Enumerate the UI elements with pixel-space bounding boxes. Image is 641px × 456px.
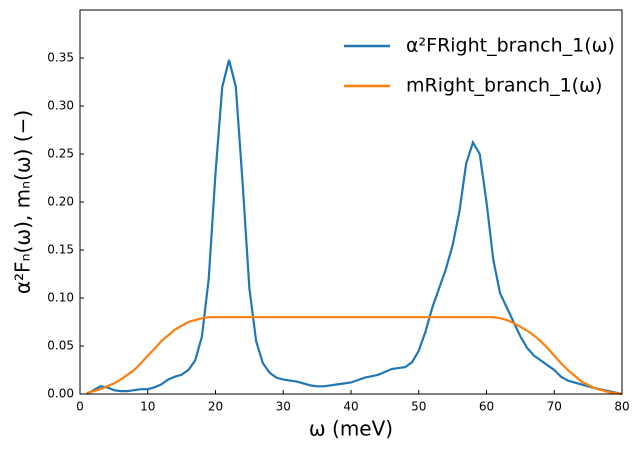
y-tick-label: 0.10 bbox=[47, 291, 74, 305]
x-tick-label: 40 bbox=[343, 400, 358, 414]
x-axis-label: ω (meV) bbox=[309, 417, 393, 441]
x-tick-label: 0 bbox=[76, 400, 84, 414]
x-tick-label: 70 bbox=[547, 400, 562, 414]
data-line bbox=[86, 59, 623, 396]
x-tick-label: 30 bbox=[276, 400, 291, 414]
x-tick-label: 60 bbox=[479, 400, 494, 414]
y-tick-label: 0.35 bbox=[47, 51, 74, 65]
legend-label: mRight_branch_1(ω) bbox=[406, 75, 602, 97]
x-tick-label: 50 bbox=[411, 400, 426, 414]
y-axis-label: α²Fₙ(ω), mₙ(ω) (−) bbox=[11, 110, 35, 294]
y-tick-label: 0.20 bbox=[47, 195, 74, 209]
legend-label: α²FRight_branch_1(ω) bbox=[406, 35, 615, 57]
y-tick-label: 0.25 bbox=[47, 147, 74, 161]
y-tick-label: 0.00 bbox=[47, 387, 74, 401]
y-tick-label: 0.30 bbox=[47, 99, 74, 113]
y-tick-label: 0.05 bbox=[47, 339, 74, 353]
x-tick-label: 10 bbox=[140, 400, 155, 414]
data-line bbox=[86, 316, 623, 396]
y-tick-label: 0.15 bbox=[47, 243, 74, 257]
x-tick-label: 80 bbox=[614, 400, 629, 414]
x-tick-label: 20 bbox=[208, 400, 223, 414]
plot-frame bbox=[79, 9, 623, 395]
